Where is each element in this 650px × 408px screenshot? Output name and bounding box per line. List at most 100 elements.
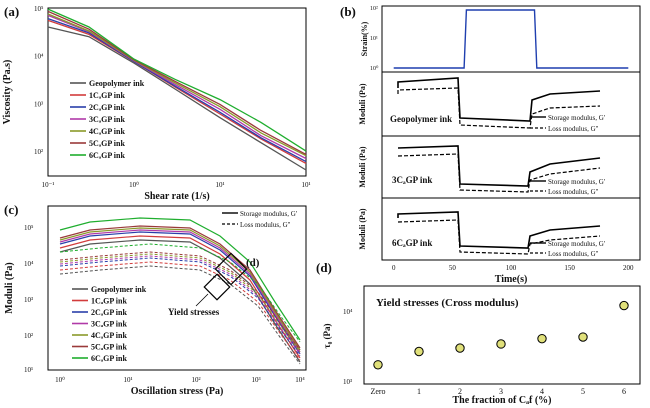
- panel-b-label: (b): [340, 4, 356, 19]
- panel-a-frame: [47, 7, 307, 177]
- d-ytick-0: 10⁴: [343, 308, 353, 316]
- panel-d-xlabel: The fraction of Cₐf (%): [452, 395, 551, 406]
- c-ytick-4: 10¹: [24, 366, 33, 374]
- a-ytick-0: 10²: [34, 148, 43, 156]
- c-legend-label-4: 4CₐGP ink: [91, 331, 127, 340]
- a-series-line-2: [47, 17, 307, 163]
- d-xtick-3: 3: [499, 387, 503, 396]
- c-top-legend-loss: Loss modulus, G'': [240, 221, 290, 229]
- d-xtick-6: 6: [622, 387, 626, 396]
- subpanel-frame-2: [381, 135, 641, 199]
- c-loss-line-6: [59, 243, 301, 343]
- b-xtick-4: 200: [623, 264, 634, 272]
- a-legend-label-0: Geopolymer ink: [89, 79, 145, 88]
- c-ytick-1: 10⁴: [24, 260, 34, 268]
- strain-line: [393, 9, 629, 69]
- c-inset-label: (d): [246, 257, 260, 269]
- c-annotation: Yield stresses: [168, 307, 220, 317]
- strain-ytick-1: 10¹: [370, 36, 378, 42]
- c-storage-line-4: [59, 227, 301, 351]
- panel-a-label: (a): [4, 4, 19, 19]
- c-legend-label-2: 2CₐGP ink: [91, 308, 127, 317]
- d-xtick-1: 1: [417, 387, 421, 396]
- subpanel-frame-1: [381, 71, 641, 137]
- a-legend-label-2: 2CₐGP ink: [89, 103, 125, 112]
- a-legend-label-1: 1CₐGP ink: [89, 91, 125, 100]
- d-point-3: [496, 339, 506, 349]
- c-legend-label-1: 1CₐGP ink: [91, 297, 127, 306]
- b-xtick-0: 0: [392, 264, 396, 272]
- c-zoom-box-upper: [214, 252, 248, 286]
- sub3-loss-line: [397, 219, 601, 255]
- sub2-ylabel: Moduli (Pa): [358, 146, 367, 187]
- d-point-2: [455, 343, 465, 353]
- c-storage-line-6: [59, 217, 301, 341]
- panel-c-label: (c): [4, 202, 18, 217]
- sub3-legend-loss: Loss modulus, G'': [548, 250, 598, 258]
- c-legend-label-6: 6CₐGP ink: [91, 354, 127, 363]
- strain-ylabel: Strain(%): [360, 21, 369, 56]
- panel-d-title: Yield stresses (Cross modulus): [376, 297, 519, 309]
- strain-frame: [381, 5, 641, 73]
- sub1-label: Geopolymer ink: [390, 114, 452, 124]
- b-xtick-3: 150: [564, 264, 575, 272]
- a-xtick-3: 10¹: [301, 181, 310, 189]
- a-series-line-1: [47, 19, 307, 164]
- a-series-line-4: [47, 13, 307, 157]
- a-legend-label-3: 3CₐGP ink: [89, 115, 125, 124]
- a-ytick-2: 10⁴: [34, 53, 44, 61]
- sub3-storage-line: [397, 211, 601, 249]
- a-legend-label-5: 5CₐGP ink: [89, 139, 125, 148]
- d-point-5: [578, 332, 588, 342]
- a-xtick-1: 10⁰: [129, 181, 139, 189]
- panel-a: Viscosity (Pa.s) Shear rate (1/s) 10⁻¹ 10…: [2, 5, 311, 202]
- c-xtick-3: 10³: [251, 376, 260, 384]
- sub2-storage-line: [397, 145, 601, 187]
- c-legend-label-3: 3CₐGP ink: [91, 320, 127, 329]
- panel-c: Moduli (Pa) Oscillation stress (Pa) 10⁵ …: [4, 205, 307, 397]
- sub2-label: 3CₐGP ink: [392, 175, 432, 185]
- d-xtick-2: 2: [458, 387, 462, 396]
- sub3-label: 6CₐGP ink: [392, 238, 432, 248]
- c-loss-line-4: [59, 253, 301, 353]
- panel-c-ylabel: Moduli (Pa): [4, 262, 15, 313]
- c-top-legend-storage: Storage modulus, G': [240, 210, 297, 218]
- d-xtick-4: 4: [540, 387, 544, 396]
- a-xtick-2: 10¹: [215, 181, 224, 189]
- sub1-ylabel: Moduli (Pa): [358, 83, 367, 124]
- a-series-line-5: [47, 10, 307, 155]
- c-xtick-4: 10⁴: [295, 376, 305, 384]
- c-loss-line-5: [59, 251, 301, 351]
- c-storage-line-5: [59, 225, 301, 349]
- strain-ytick-2: 10⁰: [370, 65, 379, 72]
- a-series-line-0: [47, 26, 307, 171]
- b-xtick-2: 100: [506, 264, 517, 272]
- c-xtick-2: 10²: [191, 376, 200, 384]
- panel-a-ylabel: Viscosity (Pa.s): [2, 60, 13, 125]
- c-zoom-box-lower: [203, 273, 231, 301]
- sub1-storage-line: [397, 77, 601, 122]
- panel-c-frame: [47, 205, 307, 371]
- d-ytick-1: 10³: [343, 378, 352, 386]
- d-xtick-0: Zero: [370, 387, 385, 396]
- a-ytick-3: 10⁵: [34, 5, 44, 13]
- subpanel-frame-3: [381, 197, 641, 261]
- sub3-ylabel: Moduli (Pa): [358, 208, 367, 249]
- sub1-legend-storage: Storage modulus, G': [548, 114, 605, 122]
- panel-c-xlabel: Oscillation stress (Pa): [131, 386, 224, 397]
- c-loss-line-1: [59, 261, 301, 361]
- d-point-4: [537, 333, 547, 344]
- panel-d: Yield stresses (Cross modulus) τ₀ (Pa) T…: [322, 285, 641, 406]
- c-ytick-0: 10⁵: [24, 224, 34, 232]
- a-legend-label-4: 4CₐGP ink: [89, 127, 125, 136]
- panel-d-frame: [363, 285, 641, 385]
- c-ytick-2: 10³: [24, 296, 33, 304]
- b-xtick-1: 50: [449, 264, 457, 272]
- c-ytick-3: 10²: [24, 332, 33, 340]
- sub1-legend-loss: Loss modulus, G'': [548, 125, 598, 133]
- sub2-legend-loss: Loss modulus, G'': [548, 188, 598, 196]
- c-annotation-pointer: [195, 293, 209, 307]
- d-xtick-5: 5: [581, 387, 585, 396]
- c-legend-label-5: 5CₐGP ink: [91, 343, 127, 352]
